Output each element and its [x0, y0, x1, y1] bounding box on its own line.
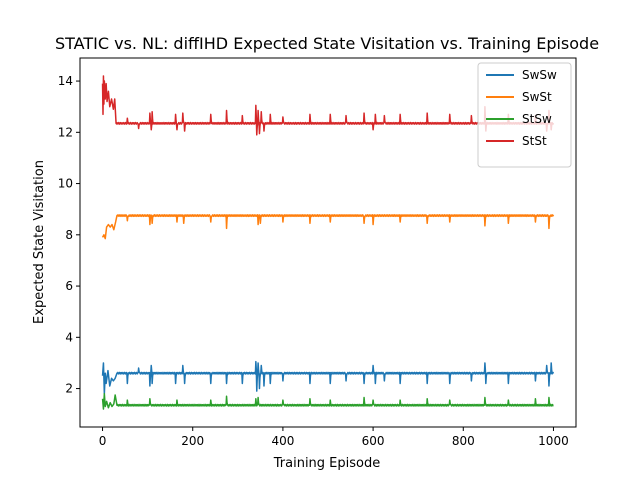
legend: SwSw SwSt StSw StSt	[477, 62, 572, 168]
axes-frame	[79, 57, 577, 428]
y-axis: 2 4 6 8 10 12 14	[58, 74, 80, 396]
y-axis-label: Expected State Visitation	[32, 160, 47, 324]
y-tick-label: 12	[58, 125, 73, 139]
legend-label: SwSw	[522, 68, 557, 82]
x-tick-label: 600	[362, 434, 385, 448]
x-axis-label: Training Episode	[273, 456, 380, 471]
x-tick-label: 400	[271, 434, 294, 448]
y-tick-label: 6	[65, 279, 73, 293]
x-axis: 0 200 400 600 800 1000	[99, 427, 569, 448]
series-line-swsw	[101, 360, 555, 395]
legend-label: StSt	[522, 134, 547, 148]
series-line-swst	[101, 214, 555, 240]
y-tick-label: 14	[58, 74, 73, 88]
y-tick-label: 10	[58, 177, 73, 191]
x-tick-label: 0	[99, 434, 107, 448]
chart-title: STATIC vs. NL: diffIHD Expected State Vi…	[55, 34, 599, 53]
x-tick-label: 1000	[538, 434, 569, 448]
series-line-stsw	[101, 392, 554, 410]
legend-label: StSw	[522, 112, 552, 126]
x-tick-label: 200	[181, 434, 204, 448]
x-tick-label: 800	[452, 434, 475, 448]
legend-label: SwSt	[522, 90, 552, 104]
y-tick-label: 2	[65, 382, 73, 396]
y-tick-label: 8	[65, 228, 73, 242]
y-tick-label: 4	[65, 330, 73, 344]
